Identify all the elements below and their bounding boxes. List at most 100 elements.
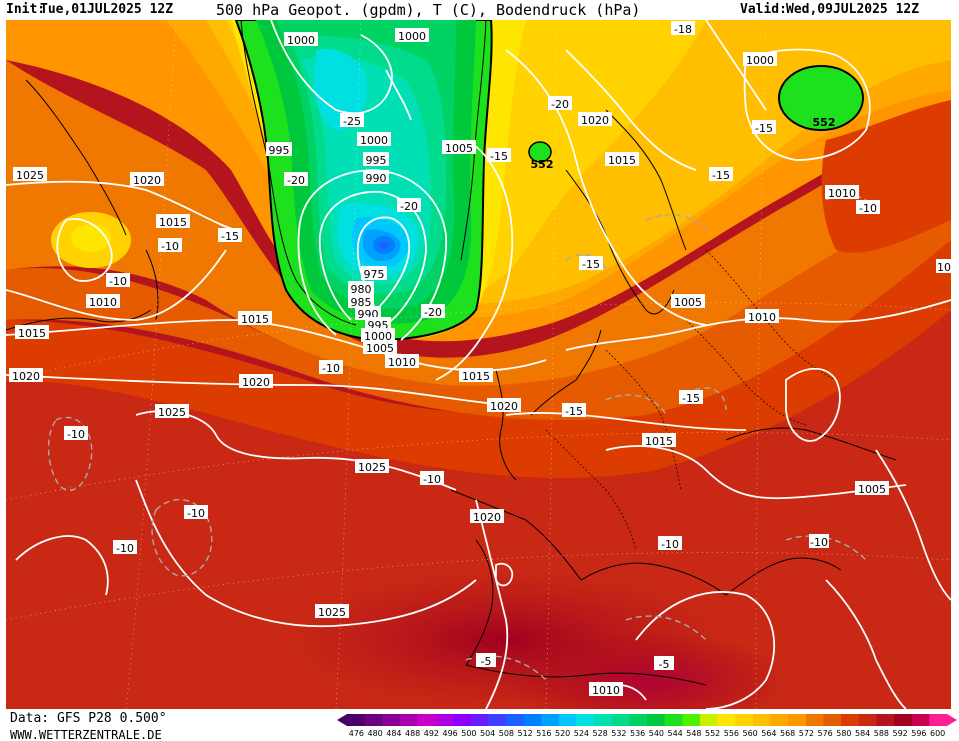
color-swatch bbox=[770, 714, 789, 726]
color-swatch bbox=[541, 714, 560, 726]
color-scale-tick-label: 508 bbox=[499, 729, 514, 738]
pressure-label: 1000 bbox=[746, 54, 774, 67]
color-swatch bbox=[647, 714, 666, 726]
pressure-label: 1010 bbox=[828, 187, 856, 200]
temperature-label: -10 bbox=[810, 536, 828, 549]
color-swatch bbox=[382, 714, 401, 726]
color-swatch bbox=[435, 714, 454, 726]
color-swatch bbox=[594, 714, 613, 726]
color-scale-tick-label: 536 bbox=[630, 729, 645, 738]
color-scale-swatches bbox=[337, 714, 957, 726]
pressure-label: 1020 bbox=[12, 370, 40, 383]
color-scale-tick-label: 524 bbox=[574, 729, 589, 738]
color-swatch bbox=[682, 714, 701, 726]
website-link[interactable]: WWW.WETTERZENTRALE.DE bbox=[10, 728, 162, 741]
temperature-labels: -18 -20 -25 -20 -20 -15 -15 -10 -15 -10 … bbox=[64, 21, 880, 671]
pressure-label: 1005 bbox=[445, 142, 473, 155]
color-swatch bbox=[558, 714, 577, 726]
color-swatch bbox=[752, 714, 772, 726]
temperature-label: -5 bbox=[659, 658, 670, 671]
pressure-label: 975 bbox=[364, 268, 385, 281]
geopot-labels: 552 552 bbox=[531, 116, 836, 171]
color-swatch bbox=[664, 714, 683, 726]
lat-lon-grid bbox=[6, 20, 951, 709]
temperature-label: -10 bbox=[67, 428, 85, 441]
color-scale-tick-label: 568 bbox=[780, 729, 795, 738]
color-scale-tick-label: 600 bbox=[930, 729, 945, 738]
color-swatch bbox=[364, 714, 383, 726]
geopot-552-ne-low bbox=[778, 65, 864, 131]
pressure-label: 1010 bbox=[388, 356, 416, 369]
color-swatch bbox=[399, 714, 419, 726]
color-scale-tick-label: 548 bbox=[686, 729, 701, 738]
temperature-label: -15 bbox=[221, 230, 239, 243]
isotherms bbox=[47, 194, 877, 681]
temperature-label: -20 bbox=[424, 306, 442, 319]
temperature-label: -10 bbox=[423, 473, 441, 486]
pressure-label: 1025 bbox=[158, 406, 186, 419]
init-label: Init: bbox=[6, 2, 46, 17]
pressure-label: 1015 bbox=[645, 435, 673, 448]
color-scale-tick-label: 560 bbox=[742, 729, 757, 738]
color-scale-tick-label: 484 bbox=[386, 729, 401, 738]
color-swatch bbox=[911, 714, 930, 726]
temperature-label: -15 bbox=[582, 258, 600, 271]
map-canvas[interactable]: 1000 1000 1000 995 1000 995 990 1005 101… bbox=[6, 20, 951, 709]
pressure-label: 1010 bbox=[89, 296, 117, 309]
pressure-label: 1010 bbox=[592, 684, 620, 697]
pressure-label: 980 bbox=[351, 283, 372, 296]
pressure-label: 1015 bbox=[241, 313, 269, 326]
color-scale-tick-label: 476 bbox=[349, 729, 364, 738]
geopot-532-area bbox=[314, 48, 419, 277]
pressure-label: 1010 bbox=[748, 311, 776, 324]
pressure-label: 1020 bbox=[473, 511, 501, 524]
color-scale-tick-label: 544 bbox=[667, 729, 682, 738]
pressure-label: 1000 bbox=[364, 330, 392, 343]
pressure-label: 1020 bbox=[581, 114, 609, 127]
temperature-label: -15 bbox=[712, 169, 730, 182]
color-scale-tick-label: 592 bbox=[892, 729, 907, 738]
pressure-label: 1025 bbox=[358, 461, 386, 474]
color-scale-tick-label: 512 bbox=[517, 729, 532, 738]
valid-label: Valid: bbox=[740, 2, 787, 17]
pressure-label: 1015 bbox=[462, 370, 490, 383]
header-bar: Init: Tue,01JUL2025 12Z 500 hPa Geopot. … bbox=[0, 0, 959, 20]
color-swatch bbox=[417, 714, 436, 726]
pressure-label: 990 bbox=[366, 172, 387, 185]
pressure-label: 10 bbox=[937, 261, 951, 274]
pressure-label: 995 bbox=[366, 154, 387, 167]
pressure-label: 1020 bbox=[490, 400, 518, 413]
geopot-584-band bbox=[6, 220, 951, 479]
temperature-label: -20 bbox=[551, 98, 569, 111]
color-swatch bbox=[788, 714, 807, 726]
color-scale-tick-label: 584 bbox=[855, 729, 870, 738]
color-scale-tick-label: 588 bbox=[874, 729, 889, 738]
temperature-label: -15 bbox=[490, 150, 508, 163]
color-swatch bbox=[841, 714, 860, 726]
map-title: 500 hPa Geopot. (gpdm), T (C), Bodendruc… bbox=[216, 1, 641, 19]
color-scale-tick-label: 504 bbox=[480, 729, 495, 738]
color-swatch bbox=[929, 714, 948, 726]
color-swatch bbox=[894, 714, 913, 726]
temperature-label: -10 bbox=[116, 542, 134, 555]
color-scale-tick-label: 576 bbox=[817, 729, 832, 738]
color-swatch bbox=[699, 714, 719, 726]
color-swatch bbox=[717, 714, 736, 726]
map-labels: 1000 1000 1000 995 1000 995 990 1005 101… bbox=[9, 21, 951, 697]
color-scale-tick-label: 492 bbox=[424, 729, 439, 738]
color-scale-legend: 476 480 484 488 492 496 500 504 508 512 516 520 524 5… bbox=[337, 714, 957, 738]
geopot-580-band bbox=[6, 180, 951, 421]
color-scale-tick-label: 596 bbox=[911, 729, 926, 738]
pressure-label: 1020 bbox=[133, 174, 161, 187]
color-swatch bbox=[735, 714, 754, 726]
temperature-label: -20 bbox=[400, 200, 418, 213]
temperature-label: -15 bbox=[682, 392, 700, 405]
color-swatch bbox=[347, 714, 366, 726]
pressure-label: 1020 bbox=[242, 376, 270, 389]
color-swatch bbox=[805, 714, 824, 726]
color-swatch bbox=[858, 714, 877, 726]
color-scale-tick-label: 564 bbox=[761, 729, 776, 738]
pressure-label: 1025 bbox=[318, 606, 346, 619]
low-core-inner bbox=[379, 241, 389, 249]
